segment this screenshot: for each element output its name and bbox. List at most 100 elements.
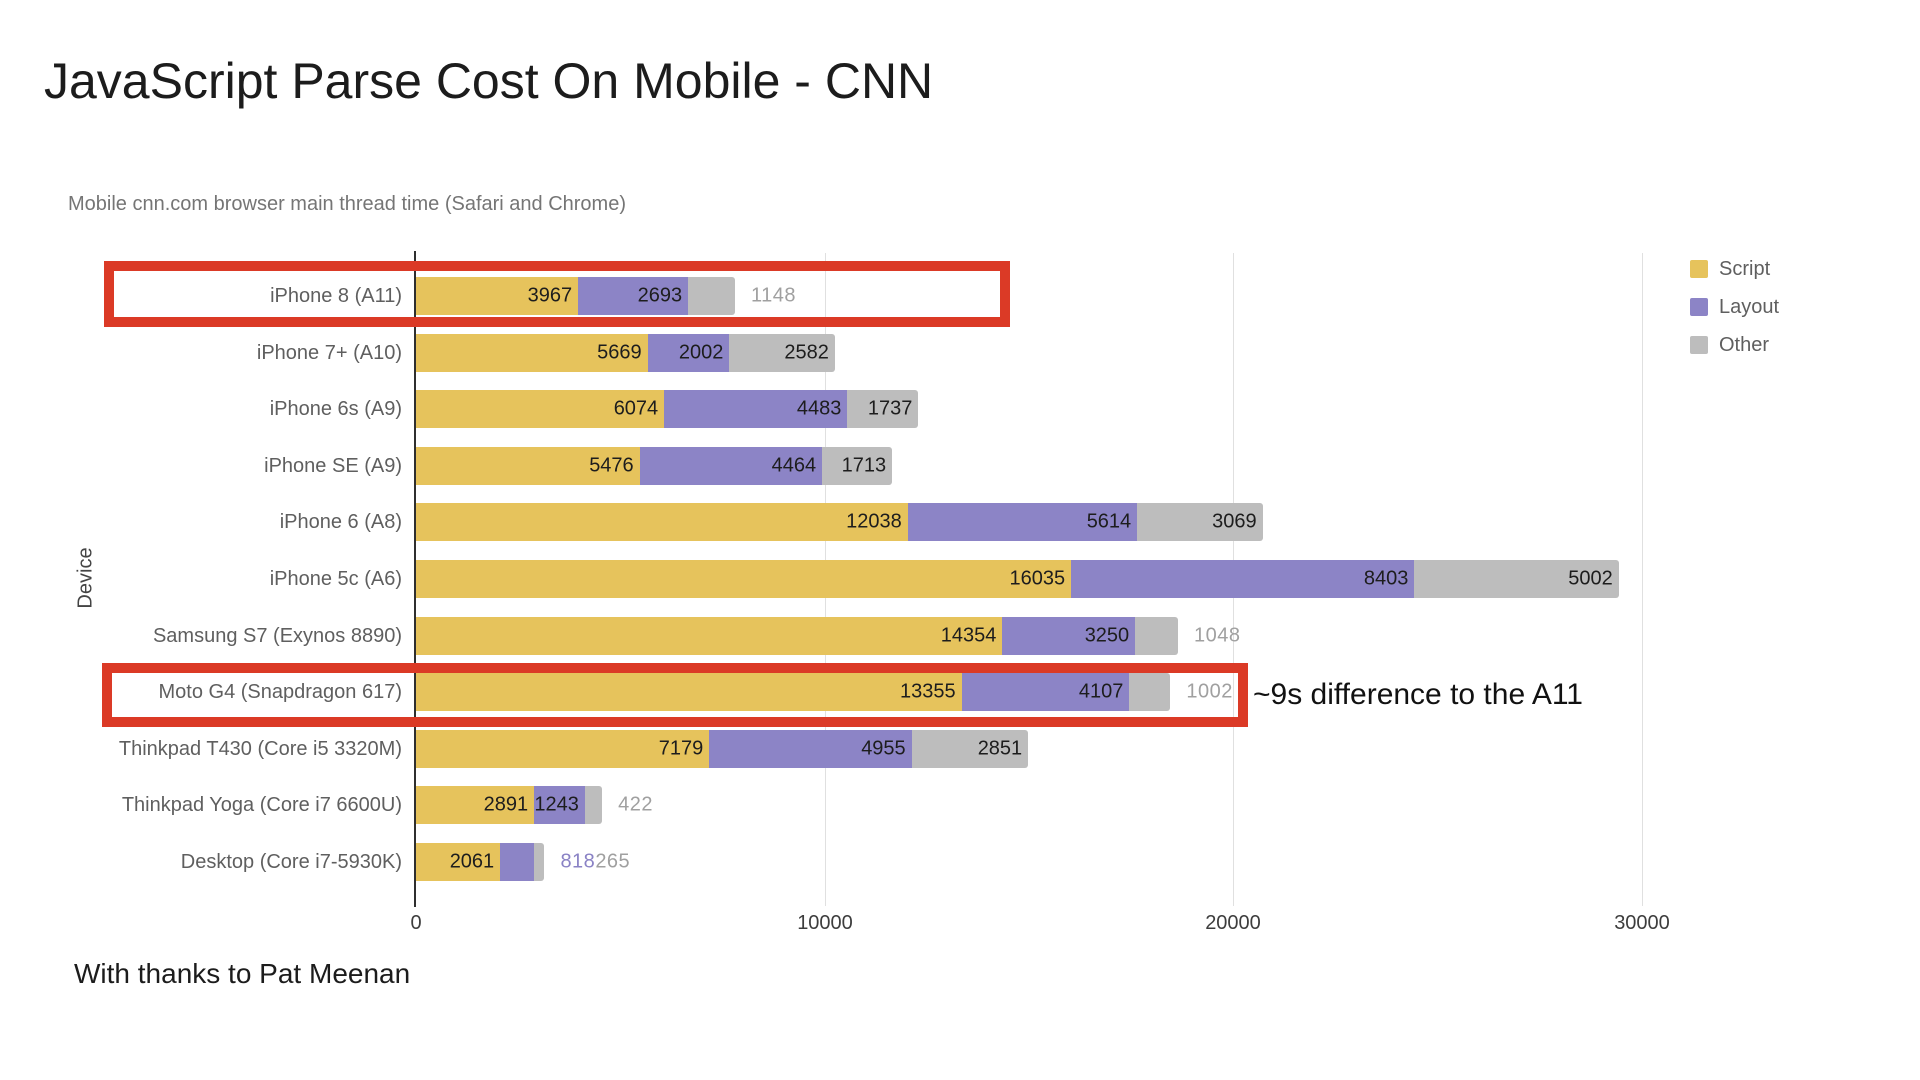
x-axis-tick-label: 20000	[1205, 912, 1261, 934]
device-label: iPhone 7+ (A10)	[256, 341, 402, 364]
bar-segment-other: 3069	[1137, 503, 1263, 542]
device-label: Thinkpad Yoga (Core i7 6600U)	[121, 794, 402, 817]
bar-segment-other	[1129, 673, 1171, 712]
segment-value-label: 2693	[637, 284, 683, 307]
highlight-box-iphone8	[104, 261, 1010, 327]
bar-segment-script: 12038	[416, 503, 908, 542]
legend-swatch-script	[1690, 260, 1708, 278]
bar-segment-other: 2851	[911, 729, 1029, 768]
outside-value-labels: 818265	[560, 851, 630, 874]
legend-label: Script	[1719, 257, 1771, 280]
bar-segment-layout: 4464	[639, 446, 823, 485]
bar-row: 13355 4107	[416, 673, 1171, 712]
bar-segment-other: 5002	[1414, 560, 1619, 598]
segment-value-label: 13355	[899, 680, 956, 703]
bar-segment-script: 5476	[416, 446, 640, 485]
bar-segment-layout: 4107	[961, 673, 1130, 712]
highlight-box-moto-g4	[102, 663, 1248, 727]
legend-label: Other	[1719, 333, 1770, 356]
segment-value-label: 2891	[483, 793, 529, 816]
bar-segment-layout: 3250	[1002, 616, 1136, 655]
device-label: Moto G4 (Snapdragon 617)	[158, 681, 403, 704]
segment-value-label: 2582	[784, 341, 829, 364]
bar-segment-other	[584, 786, 603, 825]
legend-label: Layout	[1719, 295, 1780, 318]
bar-row: 5669 2002 2582	[416, 333, 835, 372]
segment-value-label: 3069	[1212, 510, 1257, 533]
segment-value-label: 2002	[678, 341, 724, 364]
legend-item-other: Other	[1690, 333, 1779, 356]
bar-row: 5476 4464 1713	[416, 446, 893, 485]
legend-swatch-layout	[1690, 298, 1708, 316]
footer-credit: With thanks to Pat Meenan	[74, 958, 411, 989]
segment-value-label: 3967	[527, 284, 573, 307]
bar-segment-other	[1135, 616, 1178, 655]
bar-segment-layout: 2693	[578, 277, 689, 315]
segment-value-label: 4955	[861, 737, 906, 760]
segment-value-label: 14354	[940, 624, 997, 647]
device-label: Thinkpad T430 (Core i5 3320M)	[118, 737, 402, 760]
segment-value-label: 4464	[771, 454, 817, 477]
segment-value-label: 1713	[841, 454, 887, 477]
legend-item-layout: Layout	[1690, 295, 1780, 318]
bar-segment-other	[688, 277, 735, 315]
segment-value-label: 1243	[534, 793, 579, 816]
legend-swatch-other	[1690, 336, 1708, 354]
bar-row: 2061	[416, 843, 545, 881]
bar-row: 2891 1243	[416, 786, 603, 825]
device-label: iPhone 6 (A8)	[279, 511, 402, 534]
segment-value-label: 5614	[1086, 510, 1132, 533]
segment-value-label: 16035	[1009, 567, 1066, 590]
bar-row: 12038 5614 3069	[416, 503, 1263, 542]
bar-segment-other: 1713	[822, 446, 893, 485]
x-axis-tick-label: 10000	[797, 912, 853, 934]
legend: Script Layout Other	[1690, 257, 1780, 374]
bar-segment-script: 13355	[416, 673, 962, 712]
device-label: Desktop (Core i7-5930K)	[180, 851, 402, 873]
segment-value-label: 5669	[597, 341, 642, 364]
outside-value-label-other: 1002	[1186, 680, 1233, 703]
bar-segment-layout: 2002	[647, 333, 730, 372]
bar-segment-script: 14354	[416, 616, 1003, 655]
outside-value-labels: 1148	[751, 285, 796, 308]
device-label: iPhone 5c (A6)	[269, 568, 402, 590]
outside-value-label-layout: 818	[560, 850, 596, 873]
y-axis-line	[414, 251, 416, 907]
device-label: iPhone 8 (A11)	[270, 285, 402, 307]
bar-segment-script: 7179	[416, 729, 710, 768]
segment-value-label: 5002	[1568, 567, 1613, 590]
outside-value-labels: 1048	[1194, 624, 1241, 647]
segment-value-label: 1737	[867, 397, 913, 420]
segment-value-label: 4483	[796, 397, 842, 420]
device-label: iPhone 6s (A9)	[269, 398, 402, 421]
bar-segment-script: 3967	[416, 277, 579, 315]
bar-segment-other: 1737	[847, 390, 919, 429]
bar-segment-layout: 1243	[534, 786, 585, 825]
bar-segment-script: 2891	[416, 786, 535, 825]
segment-value-label: 8403	[1363, 567, 1409, 590]
bar-segment-script: 6074	[416, 390, 665, 429]
bar-segment-script: 5669	[416, 333, 648, 372]
gridline	[1642, 253, 1643, 906]
bar-segment-layout: 4955	[709, 729, 912, 768]
bar-row: 16035 8403 5002	[416, 560, 1619, 598]
x-axis-tick-label: 30000	[1614, 912, 1670, 934]
legend-item-script: Script	[1690, 257, 1779, 280]
outside-value-label-other: 1048	[1194, 624, 1241, 647]
bar-row: 3967 2693	[416, 277, 735, 315]
bar-segment-layout	[500, 843, 534, 881]
bar-row: 7179 4955 2851	[416, 729, 1029, 768]
outside-value-label-other: 1148	[750, 284, 796, 307]
outside-value-labels: 1002	[1186, 681, 1233, 704]
segment-value-label: 5476	[589, 454, 634, 477]
bar-segment-layout: 5614	[907, 503, 1138, 542]
segment-value-label: 3250	[1084, 624, 1130, 647]
bar-row: 6074 4483 1737	[416, 390, 919, 429]
bar-segment-layout: 8403	[1071, 560, 1415, 598]
bar-row: 14354 3250	[416, 616, 1178, 655]
device-label: Samsung S7 (Exynos 8890)	[152, 624, 402, 647]
outside-value-labels: 422	[618, 794, 653, 817]
bar-segment-script: 2061	[416, 843, 501, 881]
segment-value-label: 2851	[977, 737, 1023, 760]
bar-segment-script: 16035	[416, 560, 1072, 598]
